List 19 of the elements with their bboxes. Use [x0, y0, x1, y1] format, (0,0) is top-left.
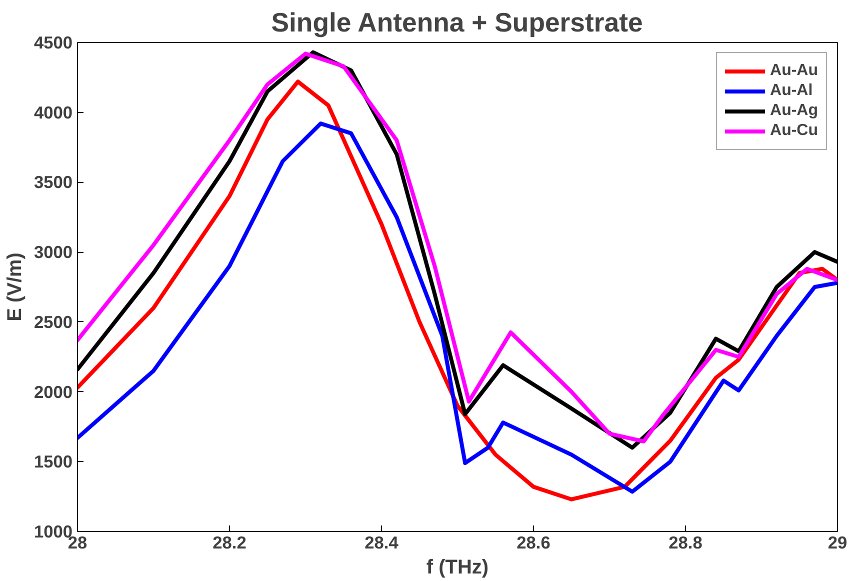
y-axis-title: E (V/m) — [4, 252, 26, 322]
y-tick-label: 1500 — [34, 452, 73, 472]
y-tick-label: 4500 — [34, 32, 73, 52]
x-tick-label: 28.4 — [364, 532, 399, 552]
legend-label: Au-Ag — [770, 102, 818, 120]
legend-label: Au-Al — [770, 82, 813, 100]
y-tick-label: 3000 — [34, 242, 73, 262]
legend-label: Au-Cu — [770, 122, 818, 140]
x-tick-label: 28.6 — [516, 532, 551, 552]
chart-title: Single Antenna + Superstrate — [271, 8, 643, 38]
legend-label: Au-Au — [770, 62, 818, 80]
x-axis-title: f (THz) — [426, 556, 489, 578]
x-tick-label: 28.2 — [212, 532, 246, 552]
y-tick-label: 2000 — [34, 382, 73, 402]
x-tick-label: 28.8 — [668, 532, 703, 552]
x-tick-label: 29 — [828, 532, 848, 552]
y-tick-label: 4000 — [34, 102, 73, 122]
y-tick-label: 3500 — [34, 172, 73, 192]
y-tick-label: 2500 — [34, 312, 73, 332]
